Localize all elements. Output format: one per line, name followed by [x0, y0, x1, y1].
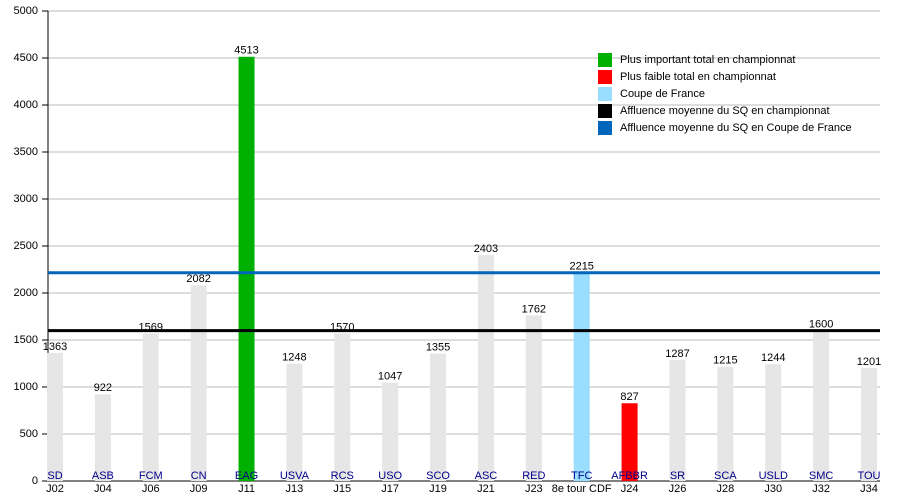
x-tick-label: J24 [621, 483, 639, 495]
x-tick-label: J19 [429, 483, 447, 495]
bar [861, 368, 877, 481]
x-tick-label: J34 [860, 483, 878, 495]
team-label: TFC [571, 470, 592, 482]
value-label: 1355 [426, 342, 450, 354]
value-label: 1215 [713, 355, 737, 367]
y-tick-label: 1500 [14, 334, 38, 346]
y-tick-label: 5000 [14, 5, 38, 17]
value-label: 1201 [857, 356, 881, 368]
y-tick-label: 500 [20, 428, 38, 440]
team-label: USO [378, 470, 402, 482]
x-tick-label: J06 [142, 483, 160, 495]
bar [717, 366, 734, 481]
value-label: 1600 [809, 319, 833, 331]
bar [47, 352, 63, 481]
legend-label: Affluence moyenne du SQ en Coupe de Fran… [620, 122, 852, 134]
value-label: 2082 [186, 273, 210, 285]
bar [669, 360, 686, 481]
legend-swatch [598, 104, 612, 118]
bar [190, 285, 207, 481]
x-tick-label: J17 [381, 483, 399, 495]
x-tick-label: J23 [525, 483, 543, 495]
x-tick-label: J02 [46, 483, 64, 495]
bar [765, 364, 782, 481]
x-tick-label: J11 [238, 483, 255, 495]
y-tick-label: 2500 [14, 240, 38, 252]
bar [813, 330, 830, 481]
value-label: 1762 [522, 303, 546, 315]
bar [382, 382, 399, 481]
team-label: USLD [759, 470, 788, 482]
bar [477, 255, 494, 481]
team-label: FCM [139, 470, 163, 482]
team-label: SCA [714, 470, 737, 482]
y-tick-label: 0 [32, 475, 38, 487]
team-label: USVA [280, 470, 310, 482]
y-tick-label: 3000 [14, 193, 38, 205]
y-tick-label: 4000 [14, 99, 38, 111]
value-label: 1363 [43, 341, 67, 353]
bar [142, 333, 159, 481]
x-tick-label: J04 [94, 483, 112, 495]
bar [238, 56, 255, 481]
value-label: 1244 [761, 352, 785, 364]
y-tick-label: 4500 [14, 52, 38, 64]
bar [621, 403, 638, 481]
team-label: SD [47, 470, 62, 482]
team-label: RCS [331, 470, 354, 482]
x-tick-label: J32 [812, 483, 830, 495]
team-label: SMC [809, 470, 834, 482]
x-tick-label: J15 [333, 483, 351, 495]
team-label: EAG [235, 470, 258, 482]
team-label: SCO [426, 470, 450, 482]
team-label: RED [522, 470, 545, 482]
y-tick-label: 1000 [14, 381, 38, 393]
x-tick-label: J26 [669, 483, 687, 495]
team-label: SR [670, 470, 685, 482]
legend-swatch [598, 121, 612, 135]
x-tick-label: J13 [286, 483, 304, 495]
team-label: TOU [857, 470, 880, 482]
x-tick-label: 8e tour CDF [552, 483, 612, 495]
legend-label: Plus important total en championnat [620, 54, 796, 66]
value-label: 2215 [569, 261, 593, 273]
team-label: ASB [92, 470, 114, 482]
bar [286, 363, 303, 481]
legend-swatch [598, 53, 612, 67]
x-tick-label: J21 [477, 483, 495, 495]
legend-swatch [598, 70, 612, 84]
value-label: 827 [620, 391, 638, 403]
y-tick-label: 3500 [14, 146, 38, 158]
value-label: 1248 [282, 352, 306, 364]
value-label: 2403 [474, 243, 498, 255]
x-tick-label: J30 [764, 483, 782, 495]
legend-swatch [598, 87, 612, 101]
legend-label: Coupe de France [620, 88, 705, 100]
bar [430, 353, 447, 481]
value-label: 922 [94, 382, 112, 394]
bar [334, 333, 351, 481]
team-label: CN [191, 470, 207, 482]
team-label: ASC [475, 470, 498, 482]
bar [94, 394, 111, 481]
bar [525, 315, 542, 481]
bar [573, 272, 590, 481]
x-tick-label: J28 [716, 483, 734, 495]
team-label: AFBBR [611, 470, 648, 482]
value-label: 1287 [665, 348, 689, 360]
y-tick-label: 2000 [14, 287, 38, 299]
value-label: 4513 [234, 45, 258, 57]
legend-label: Affluence moyenne du SQ en championnat [620, 105, 830, 117]
legend-label: Plus faible total en championnat [620, 71, 776, 83]
x-tick-label: J09 [190, 483, 208, 495]
value-label: 1047 [378, 370, 402, 382]
